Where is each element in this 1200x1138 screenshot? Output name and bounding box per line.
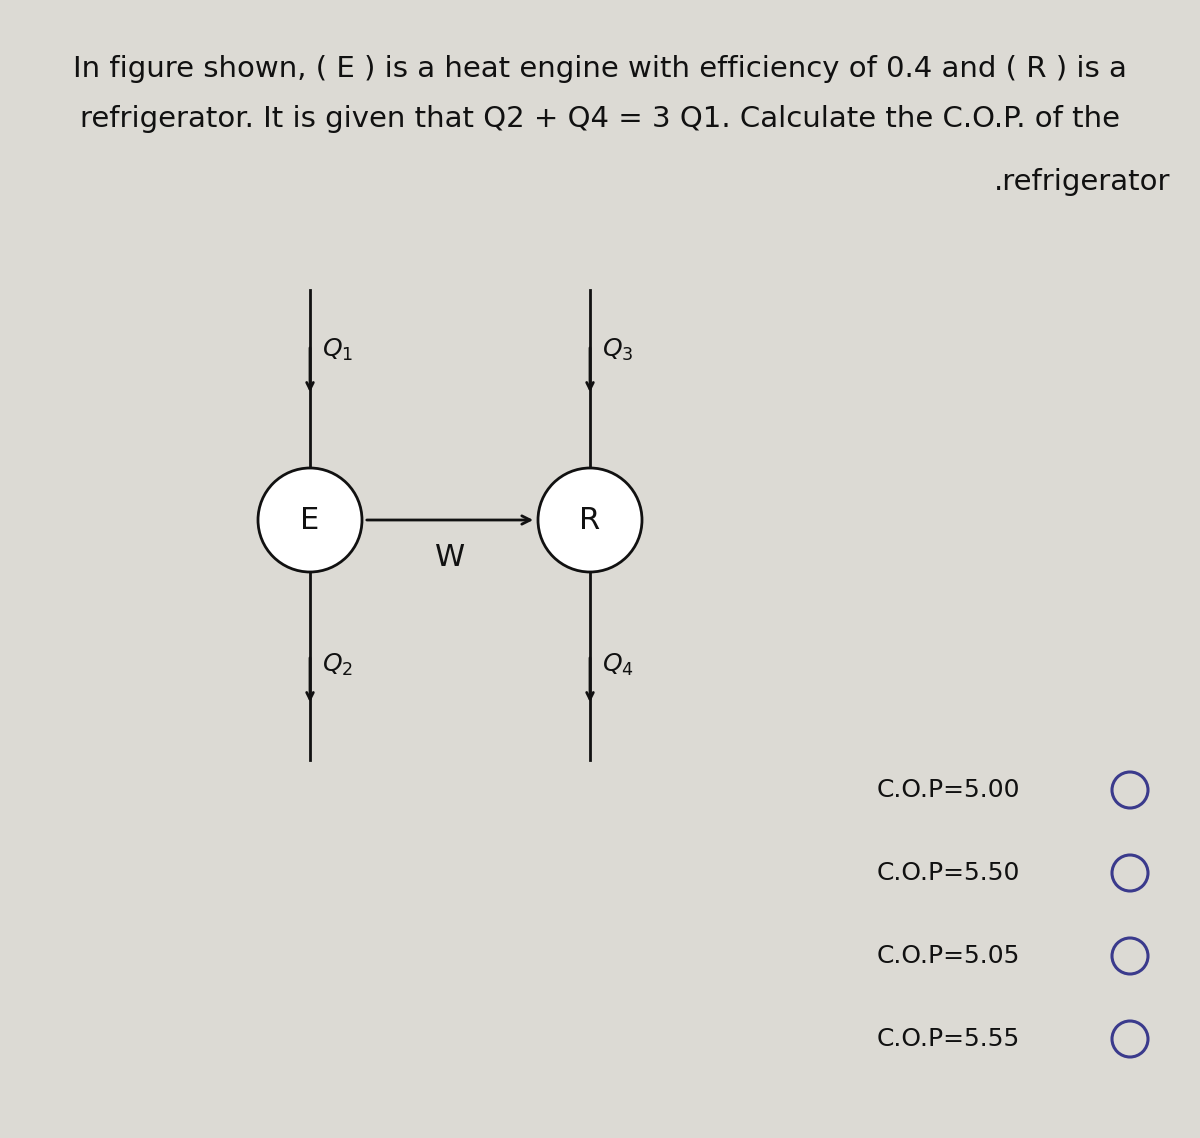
Text: .refrigerator: .refrigerator bbox=[994, 168, 1170, 196]
Text: R: R bbox=[580, 505, 601, 535]
Text: $Q_4$: $Q_4$ bbox=[602, 652, 634, 678]
Text: In figure shown, ( E ) is a heat engine with efficiency of 0.4 and ( R ) is a: In figure shown, ( E ) is a heat engine … bbox=[73, 55, 1127, 83]
Text: C.O.P=5.50: C.O.P=5.50 bbox=[877, 861, 1020, 885]
Text: $Q_2$: $Q_2$ bbox=[322, 652, 353, 678]
Text: refrigerator. It is given that Q2 + Q4 = 3 Q1. Calculate the C.O.P. of the: refrigerator. It is given that Q2 + Q4 =… bbox=[80, 105, 1120, 133]
Text: C.O.P=5.55: C.O.P=5.55 bbox=[877, 1026, 1020, 1052]
Text: C.O.P=5.00: C.O.P=5.00 bbox=[876, 778, 1020, 802]
Text: $Q_1$: $Q_1$ bbox=[322, 337, 353, 363]
Text: $Q_3$: $Q_3$ bbox=[602, 337, 634, 363]
Text: C.O.P=5.05: C.O.P=5.05 bbox=[877, 945, 1020, 968]
Text: W: W bbox=[434, 543, 466, 572]
Circle shape bbox=[538, 468, 642, 572]
Text: E: E bbox=[300, 505, 319, 535]
Circle shape bbox=[258, 468, 362, 572]
